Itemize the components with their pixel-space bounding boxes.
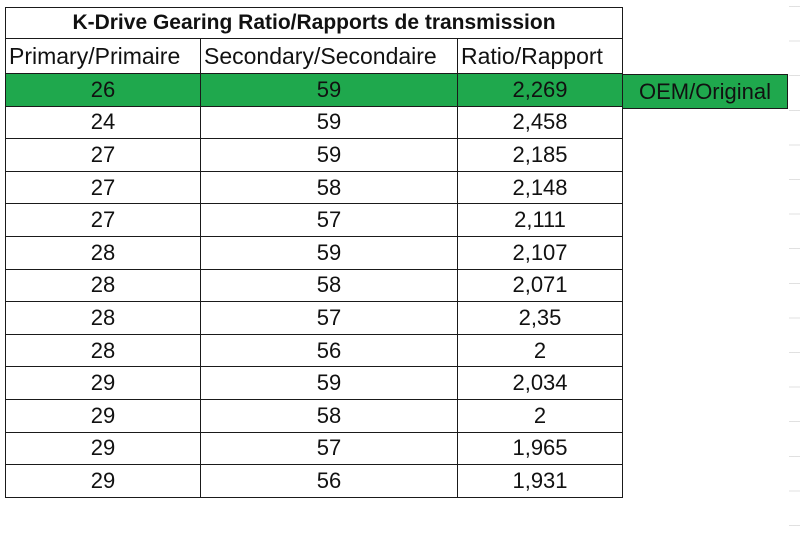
table-cell[interactable]: 29 [5,366,201,400]
column-header-primary[interactable]: Primary/Primaire [5,38,201,74]
column-header-ratio[interactable]: Ratio/Rapport [457,38,623,74]
table-cell[interactable]: 2 [457,398,623,433]
table-row: 29 59 2,034 [5,366,623,400]
table-body: K-Drive Gearing Ratio/Rapports de transm… [5,7,623,498]
table-cell[interactable]: 57 [200,301,458,335]
title-row: K-Drive Gearing Ratio/Rapports de transm… [5,7,623,39]
table-cell[interactable]: 27 [5,203,201,237]
table-cell[interactable]: 28 [5,235,201,270]
header-row: Primary/Primaire Secondary/Secondaire Ra… [5,38,623,74]
table-cell[interactable]: 1,931 [457,464,623,498]
table-row: 29 58 2 [5,398,623,433]
table-cell[interactable]: 27 [5,138,201,172]
table-cell[interactable]: 59 [200,73,458,107]
table-cell[interactable]: 28 [5,333,201,368]
table-cell[interactable]: 2,458 [457,105,623,140]
table-cell[interactable]: 59 [200,235,458,270]
table-row: 28 59 2,107 [5,235,623,270]
table-cell[interactable]: 58 [200,170,458,205]
table-cell[interactable]: 2,034 [457,366,623,400]
table-cell[interactable]: 57 [200,431,458,466]
table-cell[interactable]: 56 [200,464,458,498]
table-title-cell[interactable]: K-Drive Gearing Ratio/Rapports de transm… [5,7,623,39]
table-cell[interactable]: 29 [5,464,201,498]
table-cell[interactable]: 2,071 [457,268,623,303]
oem-annotation-cell[interactable]: OEM/Original [622,74,788,109]
table-cell[interactable]: 29 [5,398,201,433]
table-row: 27 59 2,185 [5,138,623,172]
gearing-ratio-table: K-Drive Gearing Ratio/Rapports de transm… [5,7,623,498]
table-cell[interactable]: 59 [200,105,458,140]
table-row: 27 57 2,111 [5,203,623,237]
table-cell[interactable]: 59 [200,366,458,400]
table-cell[interactable]: 27 [5,170,201,205]
table-cell[interactable]: 2,111 [457,203,623,237]
table-cell[interactable]: 1,965 [457,431,623,466]
table-row: 29 56 1,931 [5,464,623,498]
table-row: 27 58 2,148 [5,170,623,205]
table-cell[interactable]: 57 [200,203,458,237]
table-cell[interactable]: 28 [5,301,201,335]
table-cell[interactable]: 2 [457,333,623,368]
table-cell[interactable]: 2,35 [457,301,623,335]
table-cell[interactable]: 58 [200,398,458,433]
table-row: 28 57 2,35 [5,301,623,335]
table-cell[interactable]: 29 [5,431,201,466]
table-cell[interactable]: 2,107 [457,235,623,270]
table-row: 28 58 2,071 [5,268,623,303]
table-cell[interactable]: 26 [5,73,201,107]
table-row: 24 59 2,458 [5,105,623,140]
table-cell[interactable]: 2,185 [457,138,623,172]
table-cell[interactable]: 56 [200,333,458,368]
table-cell[interactable]: 58 [200,268,458,303]
table-cell[interactable]: 59 [200,138,458,172]
table-cell[interactable]: 28 [5,268,201,303]
table-row: 29 57 1,965 [5,431,623,466]
table-row: 26 59 2,269 [5,73,623,107]
table-row: 28 56 2 [5,333,623,368]
table-cell[interactable]: 2,269 [457,73,623,107]
table-cell[interactable]: 24 [5,105,201,140]
spreadsheet-gridline-stubs [789,6,800,528]
column-header-secondary[interactable]: Secondary/Secondaire [200,38,458,74]
table-cell[interactable]: 2,148 [457,170,623,205]
